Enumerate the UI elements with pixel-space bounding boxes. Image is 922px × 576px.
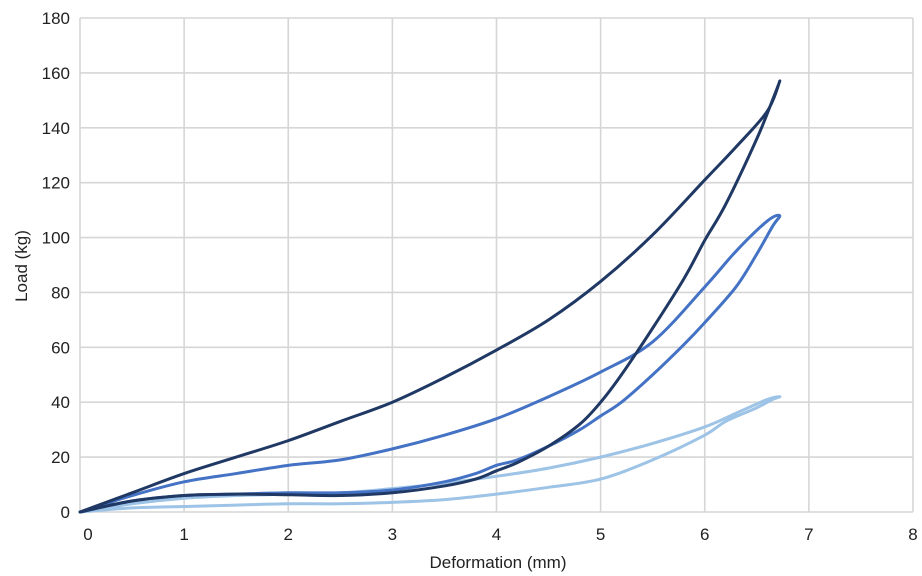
x-tick-label: 8 xyxy=(908,525,917,544)
x-tick-label: 5 xyxy=(596,525,605,544)
y-tick-label: 180 xyxy=(42,9,70,28)
y-tick-label: 140 xyxy=(42,119,70,138)
y-tick-label: 100 xyxy=(42,229,70,248)
x-tick-label: 1 xyxy=(179,525,188,544)
series-group xyxy=(78,79,782,514)
series-line-2 xyxy=(78,213,782,514)
y-tick-label: 80 xyxy=(51,283,70,302)
x-tick-label: 7 xyxy=(804,525,813,544)
x-tick-label: 6 xyxy=(700,525,709,544)
y-tick-label: 20 xyxy=(51,448,70,467)
y-tick-label: 60 xyxy=(51,338,70,357)
grid xyxy=(79,17,914,513)
y-tick-label: 160 xyxy=(42,64,70,83)
x-tick-label: 4 xyxy=(492,525,501,544)
x-axis-title: Deformation (mm) xyxy=(430,553,567,572)
y-tick-label: 0 xyxy=(61,503,70,522)
x-tick-label: 0 xyxy=(83,525,92,544)
y-tick-label: 40 xyxy=(51,393,70,412)
x-tick-label: 2 xyxy=(284,525,293,544)
y-tick-label: 120 xyxy=(42,174,70,193)
y-axis-title: Load (kg) xyxy=(12,230,31,302)
series-line-1 xyxy=(78,79,782,514)
x-tick-label: 3 xyxy=(388,525,397,544)
